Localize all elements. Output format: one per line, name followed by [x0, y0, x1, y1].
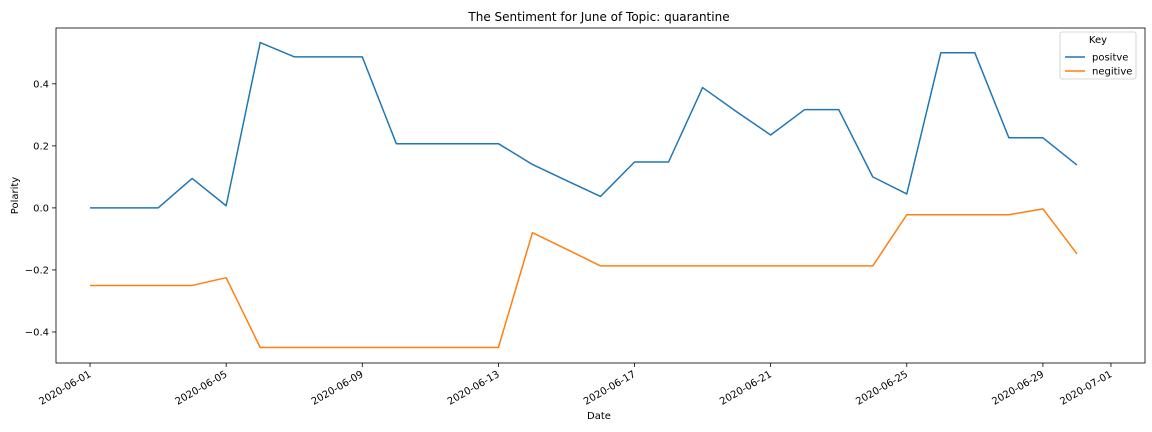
legend-entry: negitive — [1092, 67, 1132, 78]
y-axis-label: Polarity — [10, 177, 21, 215]
x-tick-label: 2020-06-21 — [718, 369, 774, 408]
x-tick-label: 2020-06-25 — [854, 369, 910, 408]
legend-box — [1059, 31, 1137, 80]
y-tick-label: −0.2 — [25, 265, 49, 276]
plot-area — [90, 41, 1078, 349]
x-tick-label: 2020-06-09 — [310, 369, 366, 408]
plot-frame — [55, 27, 1146, 364]
y-tick-label: 0.0 — [33, 203, 49, 214]
x-tick-label: 2020-06-01 — [37, 369, 93, 408]
x-tick-label: 2020-06-29 — [990, 369, 1046, 408]
x-tick-label: 2020-06-13 — [446, 369, 502, 408]
legend-entry: positve — [1092, 53, 1128, 64]
series-line-negitive — [90, 208, 1078, 349]
y-tick-label: 0.2 — [33, 141, 49, 152]
x-axis-label: Date — [587, 411, 611, 422]
series-line-positve — [90, 41, 1078, 209]
y-tick-label: 0.4 — [33, 79, 49, 90]
x-axis: 2020-06-01 2020-06-05 2020-06-09 2020-06-13… — [37, 363, 1114, 408]
y-tick-label: −0.4 — [25, 327, 49, 338]
y-axis: −0.4 −0.2 0.0 0.2 0.4 — [25, 79, 56, 338]
legend: Key positve negitive — [1059, 31, 1137, 80]
x-tick-label: 2020-06-05 — [174, 369, 230, 408]
chart-title: The Sentiment for June of Topic: quarant… — [467, 10, 729, 24]
x-tick-label: 2020-07-01 — [1058, 369, 1114, 408]
x-tick-label: 2020-06-17 — [582, 369, 638, 408]
legend-title: Key — [1089, 35, 1107, 46]
